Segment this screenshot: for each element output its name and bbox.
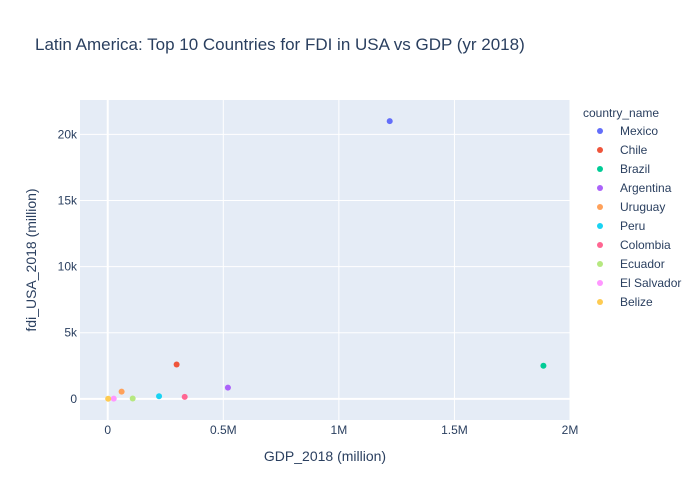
legend-title: country_name (583, 106, 659, 120)
legend-label: Colombia (620, 238, 671, 252)
point-argentina[interactable] (224, 384, 231, 391)
legend-marker (597, 299, 603, 305)
legend-label: Chile (620, 143, 648, 157)
legend-item-el-salvador[interactable]: El Salvador (597, 276, 681, 290)
chart-title: Latin America: Top 10 Countries for FDI … (35, 35, 525, 54)
legend[interactable]: country_name Mexico Chile Brazil Argentina U… (583, 106, 681, 309)
point-brazil[interactable] (540, 362, 547, 369)
legend-marker (597, 223, 603, 229)
legend-marker (597, 280, 603, 286)
legend-label: Uruguay (620, 200, 665, 214)
legend-marker (597, 128, 603, 134)
legend-marker (597, 147, 603, 153)
y-tick-label: 15k (58, 193, 78, 207)
legend-item-argentina[interactable]: Argentina (597, 181, 672, 195)
y-tick-label: 5k (64, 326, 78, 340)
x-axis-ticks: 0 0.5M 1M 1.5M 2M (104, 423, 578, 437)
point-ecuador[interactable] (129, 395, 136, 402)
x-tick-label: 2M (562, 423, 579, 437)
y-tick-label: 0 (70, 392, 77, 406)
legend-marker (597, 204, 603, 210)
legend-item-colombia[interactable]: Colombia (597, 238, 671, 252)
y-tick-label: 20k (58, 127, 78, 141)
gridlines (80, 100, 571, 420)
x-tick-label: 0.5M (210, 423, 237, 437)
x-tick-label: 1.5M (441, 423, 468, 437)
point-colombia[interactable] (181, 393, 188, 400)
legend-marker (597, 166, 603, 172)
legend-item-belize[interactable]: Belize (597, 295, 653, 309)
legend-item-peru[interactable]: Peru (597, 219, 645, 233)
point-chile[interactable] (173, 361, 180, 368)
legend-item-ecuador[interactable]: Ecuador (597, 257, 665, 271)
legend-item-mexico[interactable]: Mexico (597, 124, 658, 138)
legend-label: Brazil (620, 162, 650, 176)
x-tick-label: 1M (331, 423, 348, 437)
legend-item-uruguay[interactable]: Uruguay (597, 200, 665, 214)
point-belize[interactable] (105, 395, 112, 402)
legend-label: Peru (620, 219, 645, 233)
y-tick-label: 10k (58, 260, 78, 274)
y-axis-ticks: 0 5k 10k 15k 20k (58, 127, 78, 405)
legend-marker (597, 185, 603, 191)
plot-area (80, 100, 570, 420)
x-axis-title: GDP_2018 (million) (264, 448, 386, 464)
legend-item-brazil[interactable]: Brazil (597, 162, 650, 176)
point-uruguay[interactable] (118, 388, 125, 395)
legend-label: Argentina (620, 181, 672, 195)
legend-label: El Salvador (620, 276, 681, 290)
legend-label: Ecuador (620, 257, 665, 271)
x-tick-label: 0 (104, 423, 111, 437)
legend-label: Belize (620, 295, 653, 309)
point-mexico[interactable] (386, 118, 393, 125)
legend-label: Mexico (620, 124, 658, 138)
legend-item-chile[interactable]: Chile (597, 143, 648, 157)
point-peru[interactable] (156, 393, 163, 400)
legend-marker (597, 261, 603, 267)
legend-marker (597, 242, 603, 248)
y-axis-title: fdi_USA_2018 (million) (23, 188, 39, 331)
point-el-salvador[interactable] (110, 395, 117, 402)
data-points (105, 118, 547, 402)
